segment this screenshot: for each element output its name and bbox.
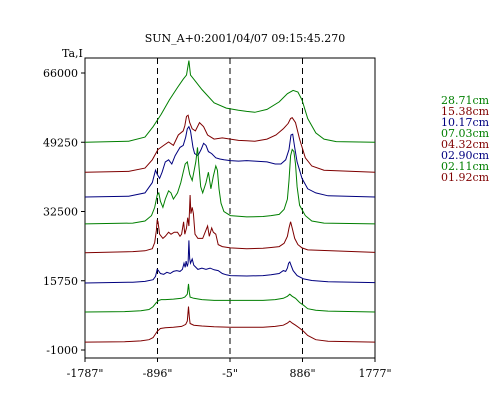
legend-entry: 10.17cm (441, 116, 490, 129)
y-axis-ticks: 66000 49250 32500 15750 -1000 (43, 67, 85, 357)
legend: 28.71cm15.38cm10.17cm07.03cm04.32cm02.90… (441, 94, 490, 184)
legend-entry: 07.03cm (441, 127, 490, 140)
x-tick-label: -5" (222, 367, 238, 380)
x-tick-label: 886" (289, 367, 315, 380)
y-axis-label: Ta,I (62, 47, 83, 60)
chart-title: SUN_A+0:2001/04/07 09:15:45.270 (145, 32, 346, 45)
y-tick-label: 15750 (43, 275, 78, 288)
legend-entry: 28.71cm (441, 94, 490, 107)
legend-entry: 01.92cm (441, 171, 490, 184)
y-tick-label: -1000 (46, 344, 78, 357)
x-axis-ticks: -1787" -896" -5" 886" 1777" (67, 358, 392, 380)
series-group (84, 60, 376, 343)
legend-entry: 02.11cm (441, 160, 490, 173)
x-tick-label: -896" (143, 367, 173, 380)
series-line-01.92cm (84, 306, 376, 343)
series-line-02.90cm (84, 240, 376, 284)
series-line-10.17cm (84, 125, 376, 198)
series-line-02.11cm (84, 283, 376, 313)
x-tick-label: -1787" (67, 367, 104, 380)
reference-lines (157, 58, 303, 358)
legend-entry: 04.32cm (441, 138, 490, 151)
y-tick-label: 66000 (43, 67, 78, 80)
series-line-07.03cm (84, 147, 376, 225)
series-line-04.32cm (84, 194, 376, 254)
legend-entry: 15.38cm (441, 105, 490, 118)
y-tick-label: 32500 (43, 206, 78, 219)
x-tick-label: 1777" (358, 367, 391, 380)
series-line-28.71cm (84, 60, 376, 143)
series-line-15.38cm (84, 114, 376, 173)
legend-entry: 02.90cm (441, 149, 490, 162)
y-tick-label: 49250 (43, 136, 78, 149)
